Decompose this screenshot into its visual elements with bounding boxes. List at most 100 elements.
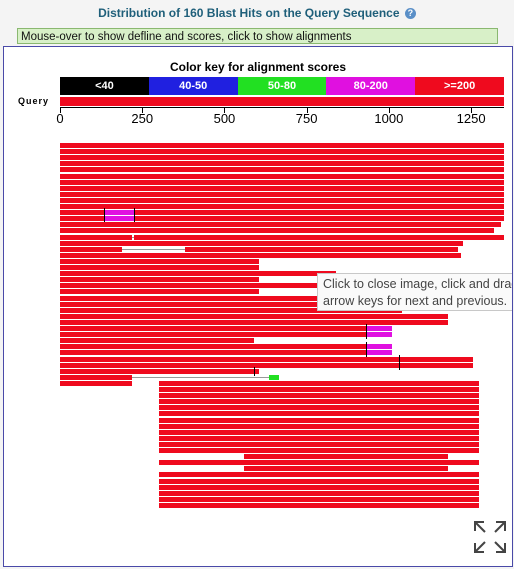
hit-row[interactable] <box>4 161 512 167</box>
hit-row[interactable] <box>4 490 512 496</box>
hit-segment[interactable] <box>60 228 495 234</box>
hit-segment[interactable] <box>268 374 279 380</box>
hit-segment[interactable] <box>60 149 504 155</box>
hit-segment[interactable] <box>158 460 480 466</box>
hit-row[interactable] <box>4 197 512 203</box>
hit-segment[interactable] <box>365 332 393 338</box>
hit-segment[interactable] <box>60 283 340 289</box>
hit-row[interactable] <box>4 411 512 417</box>
hit-segment[interactable] <box>60 155 504 161</box>
hit-segment[interactable] <box>60 307 403 313</box>
hit-segment[interactable] <box>158 429 480 435</box>
hit-row[interactable] <box>4 234 512 240</box>
hit-row[interactable] <box>4 387 512 392</box>
hit-row[interactable] <box>4 277 512 283</box>
hit-row[interactable] <box>4 173 512 179</box>
hit-row[interactable] <box>4 393 512 399</box>
hit-segment[interactable] <box>60 210 105 216</box>
hit-segment[interactable] <box>60 161 504 167</box>
hit-row[interactable] <box>4 265 512 270</box>
hit-segment[interactable] <box>158 502 480 508</box>
hit-row[interactable] <box>4 496 512 502</box>
hit-segment[interactable] <box>60 204 504 209</box>
help-icon[interactable]: ? <box>404 8 416 20</box>
hit-row[interactable] <box>4 417 512 423</box>
hit-segment[interactable] <box>60 265 259 270</box>
hit-segment[interactable] <box>134 210 504 216</box>
hit-row[interactable] <box>4 466 512 472</box>
hit-row[interactable] <box>4 313 512 319</box>
hit-segment[interactable] <box>158 423 480 429</box>
hit-segment[interactable] <box>158 484 480 490</box>
hit-row[interactable] <box>4 252 512 258</box>
hit-segment[interactable] <box>60 185 504 191</box>
hit-segment[interactable] <box>158 411 480 417</box>
hit-segment[interactable] <box>60 301 324 307</box>
hit-row[interactable] <box>4 374 512 380</box>
hit-segment[interactable] <box>365 344 393 350</box>
hit-segment[interactable] <box>60 368 259 374</box>
hit-row[interactable] <box>4 204 512 209</box>
hit-row[interactable] <box>4 155 512 161</box>
hit-segment[interactable] <box>60 143 504 148</box>
hit-row[interactable] <box>4 283 512 289</box>
hit-segment[interactable] <box>158 417 480 423</box>
hit-row[interactable] <box>4 246 512 252</box>
hit-segment[interactable] <box>60 374 133 380</box>
hit-segment[interactable] <box>60 332 366 338</box>
hit-segment[interactable] <box>158 435 480 441</box>
hit-segment[interactable] <box>60 197 504 203</box>
hit-segment[interactable] <box>158 478 480 484</box>
hit-row[interactable] <box>4 324 512 333</box>
hit-row[interactable] <box>4 502 512 508</box>
hit-row[interactable] <box>4 295 512 301</box>
hit-segment[interactable] <box>158 496 480 502</box>
hit-segment[interactable] <box>60 222 501 228</box>
hit-row[interactable] <box>4 441 512 447</box>
hit-segment[interactable] <box>60 234 133 240</box>
hit-segment[interactable] <box>60 319 449 325</box>
hit-segment[interactable] <box>244 454 449 460</box>
blast-graphic-panel[interactable]: Color key for alignment scores <40 40-50 5… <box>3 46 513 567</box>
hit-row[interactable] <box>4 191 512 197</box>
hit-segment[interactable] <box>60 313 449 319</box>
hit-row[interactable] <box>4 348 512 358</box>
hit-row[interactable] <box>4 143 512 148</box>
hit-row[interactable] <box>4 429 512 435</box>
hit-row[interactable] <box>4 258 512 264</box>
hit-row[interactable] <box>4 289 512 295</box>
hit-row[interactable] <box>4 472 512 478</box>
hit-segment[interactable] <box>365 350 393 356</box>
hit-segment[interactable] <box>365 326 393 331</box>
hit-row[interactable] <box>4 330 512 340</box>
hit-row[interactable] <box>4 454 512 460</box>
hit-segment[interactable] <box>60 216 105 222</box>
hit-segment[interactable] <box>60 295 462 301</box>
hit-segment[interactable] <box>60 277 259 283</box>
hit-segment[interactable] <box>60 289 259 295</box>
hit-segment[interactable] <box>60 338 255 344</box>
expand-fullscreen-icon[interactable] <box>473 520 507 554</box>
hit-row[interactable] <box>4 214 512 224</box>
hit-row[interactable] <box>4 149 512 155</box>
hit-segment[interactable] <box>158 399 480 405</box>
hit-row[interactable] <box>4 478 512 484</box>
hit-segment[interactable] <box>60 240 463 246</box>
hit-row[interactable] <box>4 354 512 364</box>
hit-segment[interactable] <box>60 380 133 386</box>
hit-row[interactable] <box>4 222 512 228</box>
hit-row[interactable] <box>4 179 512 185</box>
hit-segment[interactable] <box>60 258 259 264</box>
hit-segment[interactable] <box>60 191 504 197</box>
hit-segment[interactable] <box>60 344 366 350</box>
hit-segment[interactable] <box>60 179 504 185</box>
hit-row[interactable] <box>4 167 512 173</box>
hit-segment[interactable] <box>60 252 462 258</box>
hit-segment[interactable] <box>134 234 504 240</box>
hit-segment[interactable] <box>104 216 134 222</box>
hit-row[interactable] <box>4 208 512 218</box>
hit-row[interactable] <box>4 185 512 191</box>
hit-row[interactable] <box>4 360 512 370</box>
hit-segment[interactable] <box>158 490 480 496</box>
hit-segment[interactable] <box>158 441 480 447</box>
